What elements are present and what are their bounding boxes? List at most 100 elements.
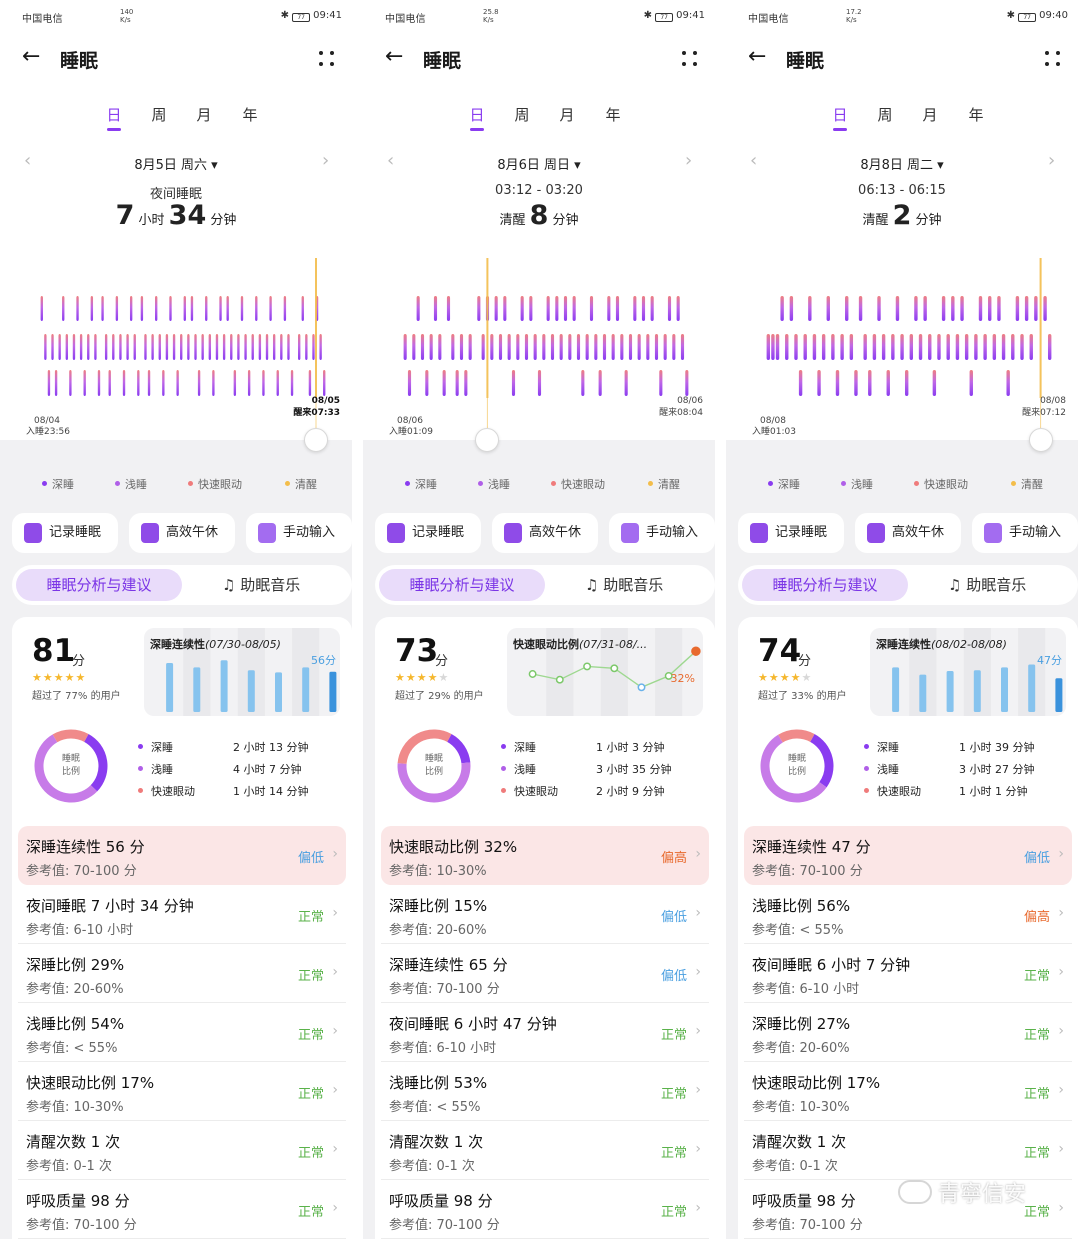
tab-year[interactable]: 年 <box>242 106 258 124</box>
trend-mini-chart[interactable]: 深睡连续性(08/02-08/08) 47分 <box>870 628 1066 716</box>
tab-week[interactable]: 周 <box>877 106 893 124</box>
sleep-stage-chart[interactable]: 08/08 入睡01:03 08/08 醒来07:12 <box>726 252 1078 452</box>
tab-month[interactable]: 月 <box>922 106 938 124</box>
tab-sleep-music[interactable]: ♫ 助眠音乐 <box>948 565 1026 605</box>
nap-button[interactable]: 高效午休 <box>492 513 598 553</box>
legend-light-dot <box>841 481 846 486</box>
previous-day-chevron-icon[interactable]: ‹ <box>24 150 32 171</box>
legend-deep-dot <box>42 481 47 486</box>
stage-block-light <box>550 334 555 360</box>
more-options-icon[interactable] <box>679 48 701 68</box>
date-selector[interactable]: 8月6日 周日 ▾ <box>363 154 715 173</box>
metric-row[interactable]: 深睡连续性 56 分参考值: 70-100 分 偏低 › <box>18 826 346 885</box>
stage-block-deep <box>817 370 821 396</box>
legend-rem-dot <box>914 481 919 486</box>
nap-button[interactable]: 高效午休 <box>129 513 235 553</box>
tab-week[interactable]: 周 <box>151 106 167 124</box>
nap-button[interactable]: 高效午休 <box>855 513 961 553</box>
stage-block-deep <box>969 370 973 396</box>
wechat-logo-icon <box>898 1180 932 1204</box>
metric-row[interactable]: 浅睡比例 56% 参考值: < 55% 偏高 › <box>744 885 1072 944</box>
stage-block-rem <box>240 296 244 321</box>
manual-entry-button[interactable]: 手动输入 <box>246 513 352 553</box>
metric-row[interactable]: 快速眼动比例 17% 参考值: 10-30% 正常 › <box>744 1062 1072 1121</box>
watermark: 青寧信安 <box>898 1176 1058 1207</box>
metric-row[interactable]: 夜间睡眠 7 小时 34 分钟 参考值: 6-10 小时 正常 › <box>18 885 346 944</box>
metric-row[interactable]: 呼吸质量 98 分参考值: 70-100 分 正常 › <box>18 1180 346 1239</box>
timeline-scrub-handle[interactable] <box>1028 428 1053 452</box>
tab-month[interactable]: 月 <box>559 106 575 124</box>
timeline-scrub-handle[interactable] <box>303 428 328 452</box>
metric-name: 深睡连续性 47 分 <box>752 838 871 856</box>
active-tab-indicator <box>833 128 847 131</box>
manual-entry-button[interactable]: 手动输入 <box>609 513 715 553</box>
stage-ratio-donut <box>397 729 471 803</box>
tab-sleep-music[interactable]: ♫ 助眠音乐 <box>585 565 663 605</box>
stage-block-light <box>771 334 775 360</box>
back-arrow-icon[interactable]: ← <box>385 44 404 69</box>
tab-year[interactable]: 年 <box>968 106 984 124</box>
metric-row[interactable]: 清醒次数 1 次参考值: 0-1 次 正常 › <box>744 1121 1072 1180</box>
record-sleep-button[interactable]: 记录睡眠 <box>375 513 481 553</box>
record-sleep-button[interactable]: 记录睡眠 <box>738 513 844 553</box>
metric-row[interactable]: 深睡比例 15% 参考值: 20-60% 偏低 › <box>381 885 709 944</box>
next-day-chevron-icon[interactable]: › <box>322 150 330 171</box>
stage-block-light <box>158 334 161 360</box>
previous-day-chevron-icon[interactable]: ‹ <box>387 150 395 171</box>
metric-row[interactable]: 呼吸质量 98 分参考值: 70-100 分 正常 › <box>381 1180 709 1239</box>
metric-row[interactable]: 深睡比例 27% 参考值: 20-60% 正常 › <box>744 1003 1072 1062</box>
metric-row[interactable]: 夜间睡眠 6 小时 47 分钟 参考值: 6-10 小时 正常 › <box>381 1003 709 1062</box>
tab-day[interactable]: 日 <box>106 106 122 124</box>
manual-entry-button[interactable]: 手动输入 <box>972 513 1078 553</box>
metric-row[interactable]: 浅睡比例 54% 参考值: < 55% 正常 › <box>18 1003 346 1062</box>
tab-year[interactable]: 年 <box>605 106 621 124</box>
tab-sleep-analysis[interactable]: 睡眠分析与建议 <box>379 569 545 601</box>
battery-icon: 77 <box>1018 13 1037 22</box>
stage-block-rem <box>988 296 992 321</box>
back-arrow-icon[interactable]: ← <box>748 44 767 69</box>
metric-row[interactable]: 深睡比例 29% 参考值: 20-60% 正常 › <box>18 944 346 1003</box>
stage-rem-name: 快速眼动 <box>877 785 921 798</box>
metric-row[interactable]: 清醒次数 1 次参考值: 0-1 次 正常 › <box>18 1121 346 1180</box>
metric-row[interactable]: 清醒次数 1 次参考值: 0-1 次 正常 › <box>381 1121 709 1180</box>
tab-sleep-music[interactable]: ♫ 助眠音乐 <box>222 565 300 605</box>
more-options-icon[interactable] <box>1042 48 1064 68</box>
metric-row[interactable]: 浅睡比例 53% 参考值: < 55% 正常 › <box>381 1062 709 1121</box>
summary-minutes-unit: 分钟 <box>210 213 237 228</box>
back-arrow-icon[interactable]: ← <box>22 44 41 69</box>
music-note-icon: ♫ <box>222 576 236 594</box>
stage-block-rem <box>446 296 451 321</box>
date-selector[interactable]: 8月8日 周二 ▾ <box>726 154 1078 173</box>
sleep-stage-chart[interactable]: 08/06 入睡01:09 08/06 醒来08:04 <box>363 252 715 452</box>
tab-day[interactable]: 日 <box>469 106 485 124</box>
metric-row[interactable]: 夜间睡眠 6 小时 7 分钟 参考值: 6-10 小时 正常 › <box>744 944 1072 1003</box>
next-day-chevron-icon[interactable]: › <box>1048 150 1056 171</box>
record-sleep-button[interactable]: 记录睡眠 <box>12 513 118 553</box>
trend-mini-chart[interactable]: 快速眼动比例(07/31-08/... 32% <box>507 628 703 716</box>
metric-row[interactable]: 深睡连续性 47 分参考值: 70-100 分 偏低 › <box>744 826 1072 885</box>
metric-status: 正常 <box>297 1205 324 1220</box>
previous-day-chevron-icon[interactable]: ‹ <box>750 150 758 171</box>
stage-block-deep <box>233 370 237 396</box>
trend-mini-chart[interactable]: 深睡连续性(07/30-08/05) 56分 <box>144 628 340 716</box>
more-options-icon[interactable] <box>316 48 338 68</box>
stage-block-light <box>928 334 932 360</box>
next-day-chevron-icon[interactable]: › <box>685 150 693 171</box>
metric-name: 快速眼动比例 17% <box>26 1074 155 1092</box>
stage-block-light <box>1047 334 1052 360</box>
metric-row[interactable]: 快速眼动比例 32% 参考值: 10-30% 偏高 › <box>381 826 709 885</box>
awake-mark <box>486 258 489 398</box>
tab-sleep-analysis[interactable]: 睡眠分析与建议 <box>742 569 908 601</box>
metric-row[interactable]: 快速眼动比例 17% 参考值: 10-30% 正常 › <box>18 1062 346 1121</box>
timeline-scrub-handle[interactable] <box>475 428 500 452</box>
sleep-stage-chart[interactable]: 08/04 入睡23:56 08/05 醒来07:33 <box>0 252 352 452</box>
tab-month[interactable]: 月 <box>196 106 212 124</box>
date-selector[interactable]: 8月5日 周六 ▾ <box>0 154 352 173</box>
rem-dot <box>501 788 506 793</box>
legend-deep: 深睡 <box>768 476 800 492</box>
tab-sleep-analysis[interactable]: 睡眠分析与建议 <box>16 569 182 601</box>
metric-status: 正常 <box>1023 1205 1050 1220</box>
metric-row[interactable]: 深睡连续性 65 分参考值: 70-100 分 偏低 › <box>381 944 709 1003</box>
tab-day[interactable]: 日 <box>832 106 848 124</box>
tab-week[interactable]: 周 <box>514 106 530 124</box>
